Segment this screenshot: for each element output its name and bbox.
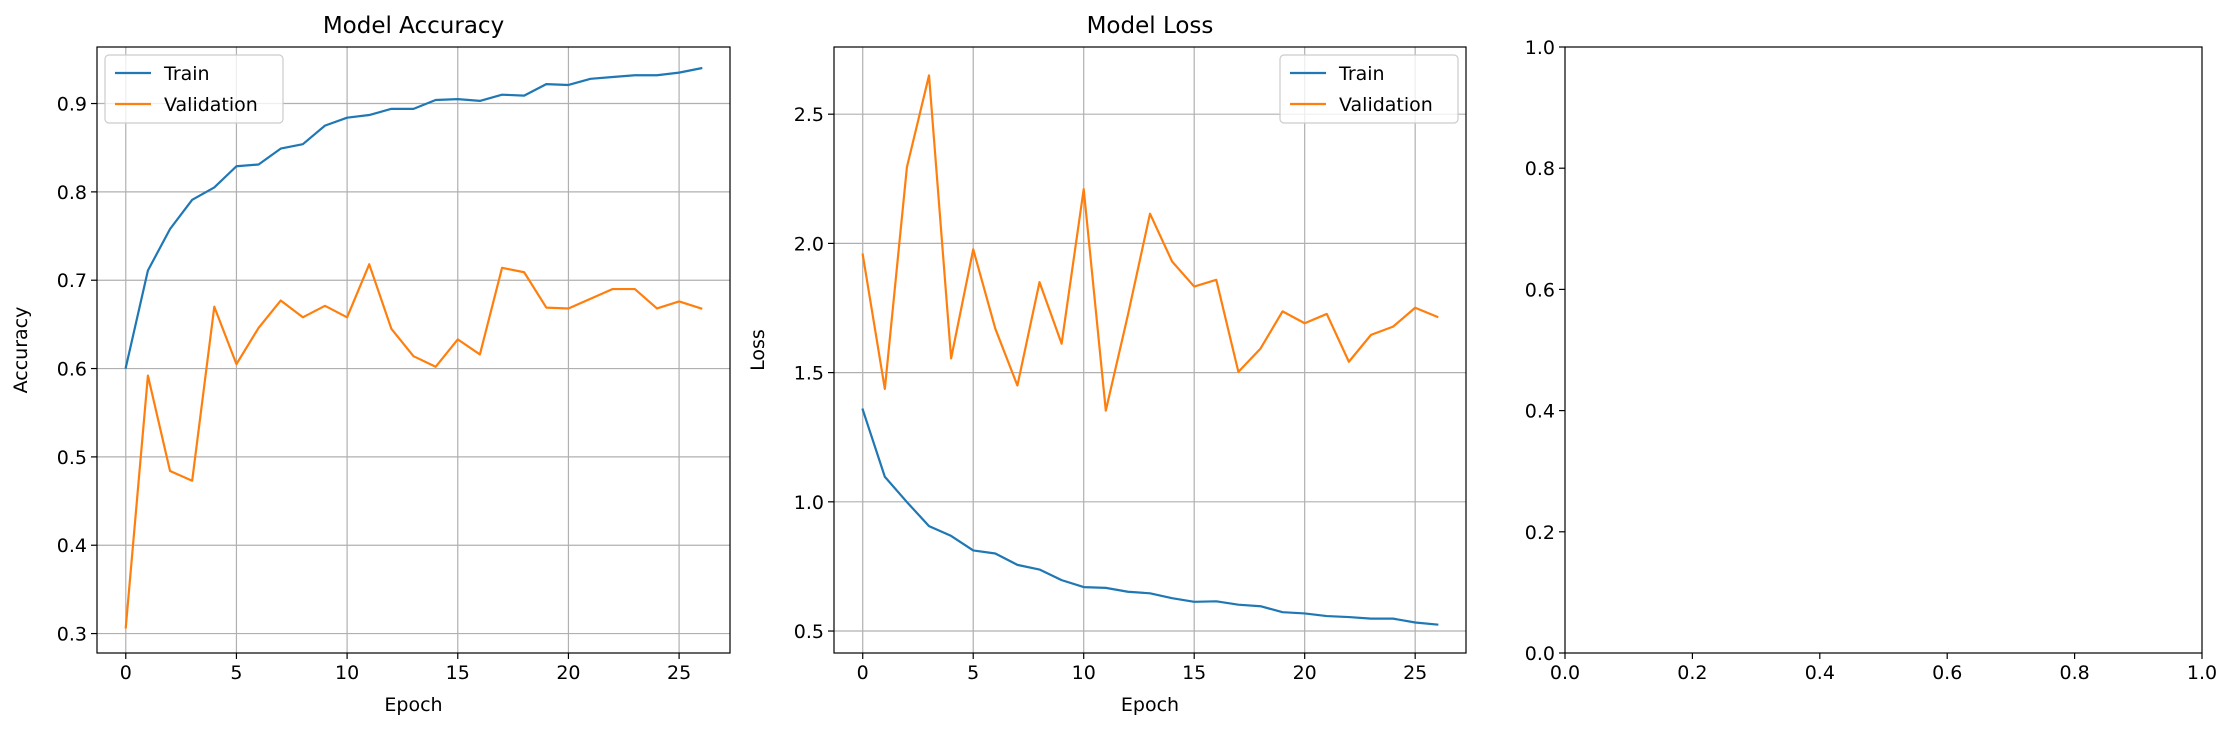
x-tick-label: 25 bbox=[1403, 662, 1427, 684]
series-line-validation bbox=[124, 263, 703, 629]
axes-frame bbox=[96, 46, 731, 654]
series-line-train bbox=[124, 66, 703, 369]
axes-frame bbox=[833, 46, 1467, 654]
subplot-empty: 0.0 0.2 0.4 0.6 0.8 1.0 0.0 0.2 0.4 0.6 0.8 1.0 bbox=[1525, 37, 2217, 684]
y-tick-label: 0.9 bbox=[57, 94, 87, 116]
x-tick-label: 15 bbox=[446, 662, 470, 684]
x-tick-label: 0 bbox=[857, 662, 869, 684]
y-tick-label: 0.2 bbox=[1525, 522, 1555, 544]
y-tick-label: 2.5 bbox=[794, 104, 824, 126]
x-tick-label: 0.2 bbox=[1677, 662, 1707, 684]
y-tick-label: 2.0 bbox=[794, 233, 824, 255]
x-tick-label: 0.8 bbox=[2059, 662, 2089, 684]
x-tick-label: 20 bbox=[1293, 662, 1317, 684]
legend: Train Validation bbox=[104, 54, 284, 124]
chart-title: Model Accuracy bbox=[323, 13, 504, 39]
x-tick-label: 25 bbox=[667, 662, 691, 684]
x-tick-label: 0.4 bbox=[1805, 662, 1835, 684]
y-axis-label: Loss bbox=[747, 329, 769, 371]
y-tick-label: 0.4 bbox=[1525, 401, 1555, 423]
axes-frame bbox=[1564, 46, 2203, 654]
x-axis-label: Epoch bbox=[1121, 694, 1179, 716]
x-tick-label: 1.0 bbox=[2187, 662, 2217, 684]
x-axis-label: Epoch bbox=[384, 694, 442, 716]
x-tick-label: 0 bbox=[120, 662, 132, 684]
subplot-loss: 0 5 10 15 20 25 0.5 1.0 1.5 2.0 2.5 Model Loss Epoch… bbox=[747, 13, 1467, 716]
y-tick-label: 0.6 bbox=[57, 359, 87, 381]
y-tick-label: 0.6 bbox=[1525, 279, 1555, 301]
x-tick-label: 0.0 bbox=[1550, 662, 1580, 684]
x-tick-label: 5 bbox=[967, 662, 979, 684]
series-line-train bbox=[861, 408, 1439, 626]
y-axis-label: Accuracy bbox=[10, 307, 32, 394]
y-tick-label: 0.5 bbox=[57, 447, 87, 469]
x-tick-label: 10 bbox=[1072, 662, 1096, 684]
y-tick-label: 0.8 bbox=[1525, 158, 1555, 180]
legend-label-train: Train bbox=[1338, 63, 1385, 85]
x-tick-label: 5 bbox=[230, 662, 242, 684]
y-tick-label: 1.5 bbox=[794, 363, 824, 385]
y-tick-label: 0.4 bbox=[57, 535, 87, 557]
x-tick-label: 20 bbox=[556, 662, 580, 684]
y-tick-label: 0.3 bbox=[57, 624, 87, 646]
y-tick-label: 1.0 bbox=[1525, 37, 1555, 59]
series-line-validation bbox=[861, 74, 1439, 412]
y-tick-label: 1.0 bbox=[794, 492, 824, 514]
legend-label-validation: Validation bbox=[164, 94, 258, 116]
legend-label-validation: Validation bbox=[1339, 94, 1433, 116]
x-tick-label: 10 bbox=[335, 662, 359, 684]
x-tick-label: 0.6 bbox=[1932, 662, 1962, 684]
legend: Train Validation bbox=[1279, 54, 1459, 124]
y-tick-label: 0.5 bbox=[794, 621, 824, 643]
subplot-accuracy: 0 5 10 15 20 25 0.3 0.4 0.5 0.6 0.7 0.8 0.9 Model Acc… bbox=[10, 13, 731, 716]
y-tick-label: 0.8 bbox=[57, 182, 87, 204]
legend-label-train: Train bbox=[163, 63, 210, 85]
x-tick-label: 15 bbox=[1182, 662, 1206, 684]
chart-title: Model Loss bbox=[1087, 13, 1214, 39]
y-tick-label: 0.0 bbox=[1525, 643, 1555, 665]
y-tick-label: 0.7 bbox=[57, 270, 87, 292]
